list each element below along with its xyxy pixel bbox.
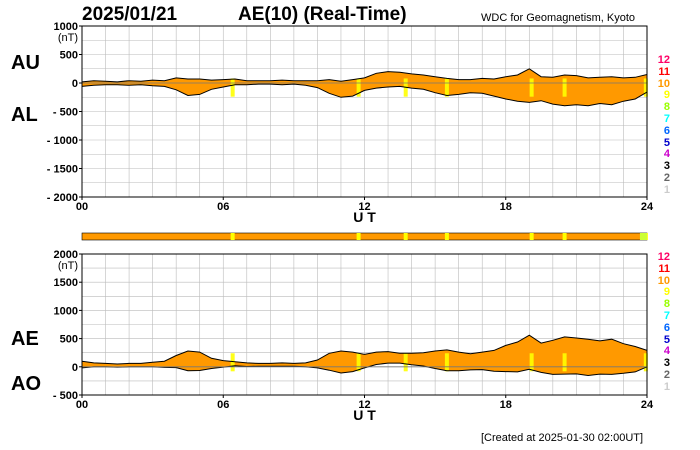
ae-axis-label: AE bbox=[11, 328, 39, 350]
coverage-bar-mark bbox=[230, 233, 235, 240]
xtick-label: 18 bbox=[500, 399, 512, 411]
ytick-label: 1500 bbox=[54, 277, 78, 289]
ytick-label: - 500 bbox=[53, 390, 78, 402]
highlight-band-lower bbox=[403, 353, 408, 372]
highlight-band-upper bbox=[444, 78, 449, 97]
ytick-label: 1000 bbox=[54, 305, 78, 317]
legend-item-3: 3 bbox=[663, 160, 670, 173]
legend-item-4: 4 bbox=[663, 148, 670, 161]
legend-item-2: 2 bbox=[663, 171, 670, 184]
date-title: 2025/01/21 bbox=[82, 4, 178, 25]
ytick-label: - 2000 bbox=[47, 192, 78, 204]
legend-item-11: 11 bbox=[658, 65, 670, 78]
source-label: WDC for Geomagnetism, Kyoto bbox=[481, 12, 636, 24]
legend-item-8: 8 bbox=[663, 101, 670, 114]
station-count-legend-lower: 12 11 10 9 8 7 6 5 4 3 2 1 bbox=[644, 251, 670, 394]
created-timestamp: [Created at 2025-01-30 02:00UT] bbox=[481, 432, 644, 444]
highlight-band-lower bbox=[529, 353, 534, 372]
series-line-ao bbox=[81, 362, 648, 377]
highlight-band-lower bbox=[356, 353, 361, 372]
legend-item-5: 5 bbox=[663, 136, 670, 149]
chart-title: AE(10) (Real-Time) bbox=[238, 4, 407, 25]
legend-lower-item-5: 5 bbox=[663, 333, 670, 346]
xtick-label: 06 bbox=[217, 201, 229, 213]
xtick-label: 24 bbox=[641, 201, 654, 213]
au-axis-label: AU bbox=[11, 52, 40, 74]
x-axis-title: U T bbox=[353, 209, 376, 225]
legend-lower-item-9: 9 bbox=[663, 286, 670, 299]
legend-lower-item-4: 4 bbox=[663, 345, 670, 358]
y-unit-label: (nT) bbox=[58, 32, 78, 44]
highlight-band-upper bbox=[230, 78, 235, 97]
ytick-label: - 1500 bbox=[47, 164, 78, 176]
xtick-label: 00 bbox=[76, 399, 88, 411]
coverage-bar-end bbox=[639, 233, 647, 240]
coverage-bar-mark bbox=[356, 233, 361, 240]
legend-item-9: 9 bbox=[663, 89, 670, 102]
ytick-label: 0 bbox=[72, 78, 78, 90]
legend-lower-item-7: 7 bbox=[663, 309, 670, 322]
ytick-label: 500 bbox=[60, 50, 78, 62]
ytick-label: - 500 bbox=[53, 107, 78, 119]
station-count-legend: 12 11 10 9 8 7 6 5 4 3 2 1 bbox=[644, 54, 670, 197]
legend-lower-item-12: 12 bbox=[657, 251, 670, 263]
coverage-bar-mark bbox=[562, 233, 567, 240]
ytick-label: 2000 bbox=[54, 249, 78, 261]
highlight-band-upper bbox=[643, 78, 648, 97]
highlight-band-upper bbox=[356, 78, 361, 97]
xtick-label: 24 bbox=[641, 399, 654, 411]
coverage-bar bbox=[81, 232, 648, 241]
legend-lower-item-10: 10 bbox=[657, 274, 670, 287]
xtick-label: 12 bbox=[358, 399, 370, 411]
highlight-band-lower bbox=[643, 353, 648, 372]
legend-lower-item-6: 6 bbox=[663, 321, 670, 334]
xtick-label: 12 bbox=[358, 201, 370, 213]
highlight-band-lower bbox=[230, 353, 235, 372]
al-axis-label: AL bbox=[11, 104, 38, 126]
legend-item-1: 1 bbox=[663, 183, 670, 196]
xtick-label: 06 bbox=[217, 399, 229, 411]
series-line-ae bbox=[81, 334, 648, 365]
ytick-label: 0 bbox=[72, 362, 78, 374]
legend-lower-item-11: 11 bbox=[658, 262, 670, 275]
series-fill-upper bbox=[82, 68, 647, 106]
legend-item-10: 10 bbox=[657, 77, 670, 90]
xtick-label: 00 bbox=[76, 201, 88, 213]
legend-lower-item-1: 1 bbox=[663, 380, 670, 393]
legend-lower-item-8: 8 bbox=[663, 298, 670, 311]
coverage-bar-mark bbox=[444, 233, 449, 240]
highlight-band-upper bbox=[529, 78, 534, 97]
series-fill-lower bbox=[82, 335, 647, 376]
coverage-bar-mark bbox=[529, 233, 534, 240]
ytick-label: 500 bbox=[60, 334, 78, 346]
legend-item-6: 6 bbox=[663, 124, 670, 137]
highlight-band-upper bbox=[562, 78, 567, 97]
legend-item-7: 7 bbox=[663, 112, 670, 125]
coverage-bar-mark bbox=[403, 233, 408, 240]
legend-lower-item-3: 3 bbox=[663, 357, 670, 370]
highlight-band-lower bbox=[444, 353, 449, 372]
y-unit-label: (nT) bbox=[58, 260, 78, 272]
series-line-au bbox=[81, 68, 648, 83]
legend-lower-item-2: 2 bbox=[663, 368, 670, 381]
ytick-label: 1000 bbox=[54, 21, 78, 33]
x-axis-title: U T bbox=[353, 407, 376, 423]
ytick-label: - 1000 bbox=[47, 135, 78, 147]
highlight-band-lower bbox=[562, 353, 567, 372]
ao-axis-label: AO bbox=[11, 373, 41, 395]
legend-item-12: 12 bbox=[657, 54, 670, 66]
series-line-al bbox=[81, 83, 648, 107]
xtick-label: 18 bbox=[500, 201, 512, 213]
